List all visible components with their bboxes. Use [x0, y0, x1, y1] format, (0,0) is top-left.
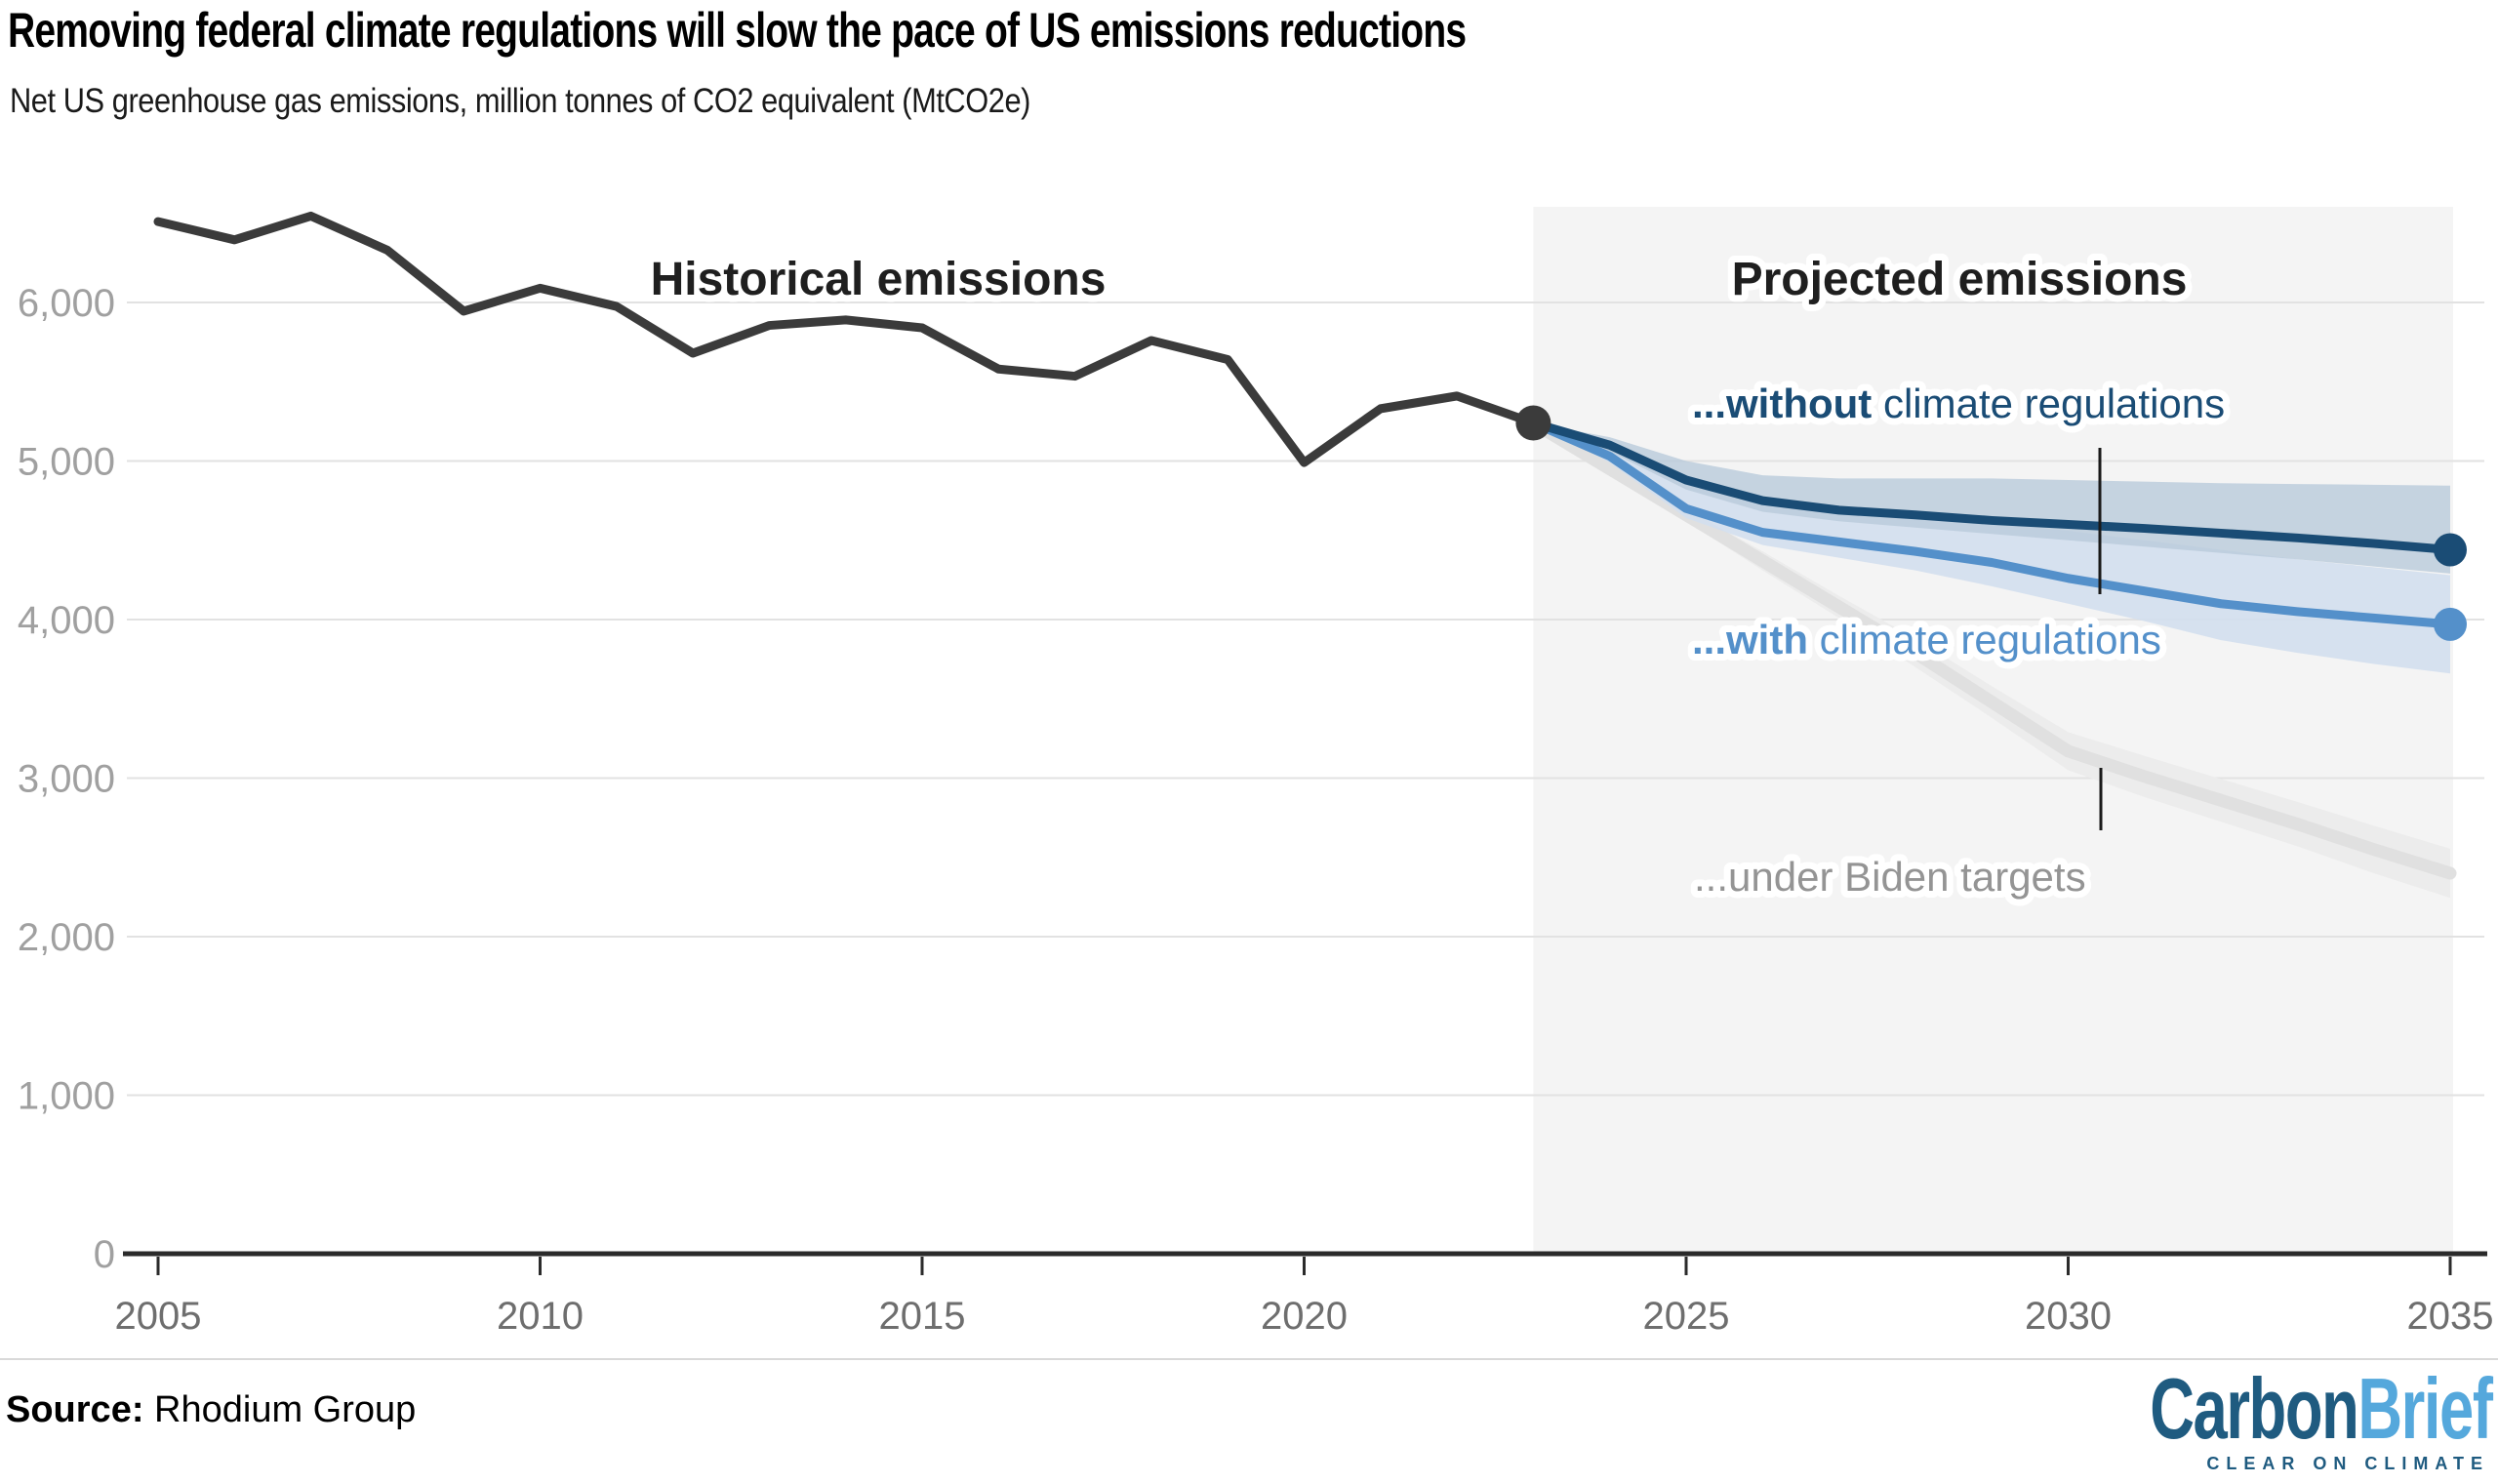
- footer-divider: [0, 1358, 2498, 1360]
- source-value: Rhodium Group: [143, 1389, 417, 1430]
- logo-tagline: CLEAR ON CLIMATE: [2206, 1454, 2489, 1473]
- annotation-without: ...without climate regulations: [1692, 381, 2225, 426]
- logo-brief: Brief: [2357, 1360, 2493, 1457]
- x-tick-label-2010: 2010: [497, 1295, 584, 1338]
- carbonbrief-logo: CarbonBrief CLEAR ON CLIMATE: [2017, 1366, 2493, 1474]
- x-tick-label-2005: 2005: [115, 1295, 202, 1338]
- logo-carbon: Carbon: [2149, 1360, 2359, 1457]
- x-tick-label-2020: 2020: [1261, 1295, 1348, 1338]
- biden-band: [1533, 422, 2450, 899]
- historical-line: [153, 211, 1538, 467]
- source-note: Source: Rhodium Group: [6, 1389, 416, 1431]
- chart-title: Removing federal climate regulations wil…: [8, 3, 1467, 58]
- source-label: Source:: [6, 1389, 144, 1430]
- y-tick-label-0: 0: [94, 1233, 115, 1276]
- y-tick-label-1000: 1,000: [18, 1075, 115, 1118]
- carbonbrief-wordmark: CarbonBrief: [2150, 1366, 2493, 1452]
- with-regulations-line: [1528, 419, 2455, 629]
- y-tick-label-5000: 5,000: [18, 441, 115, 484]
- x-tick-label-2015: 2015: [879, 1295, 966, 1338]
- without-end-dot: [2434, 533, 2467, 567]
- y-tick-label-3000: 3,000: [18, 758, 115, 801]
- annotation-with: ...with climate regulations: [1692, 617, 2161, 662]
- chart-subtitle: Net US greenhouse gas emissions, million…: [10, 82, 1030, 120]
- y-tick-label-6000: 6,000: [18, 282, 115, 325]
- y-tick-label-4000: 4,000: [18, 599, 115, 642]
- y-tick-label-2000: 2,000: [18, 916, 115, 959]
- with-regulations-band: [1533, 422, 2450, 674]
- x-tick-label-2025: 2025: [1643, 1295, 1730, 1338]
- x-tick-label-2030: 2030: [2025, 1295, 2112, 1338]
- without-regulations-line: [1528, 419, 2455, 554]
- x-tick-label-2035: 2035: [2407, 1295, 2494, 1338]
- with-end-dot: [2434, 607, 2467, 641]
- projected-heading: Projected emissions: [1732, 254, 2188, 305]
- historical-end-dot: [1515, 405, 1551, 441]
- annotation-biden: ...under Biden targets: [1694, 854, 2086, 900]
- historical-heading: Historical emissions: [651, 254, 1107, 305]
- projection-region: [1533, 207, 2453, 1254]
